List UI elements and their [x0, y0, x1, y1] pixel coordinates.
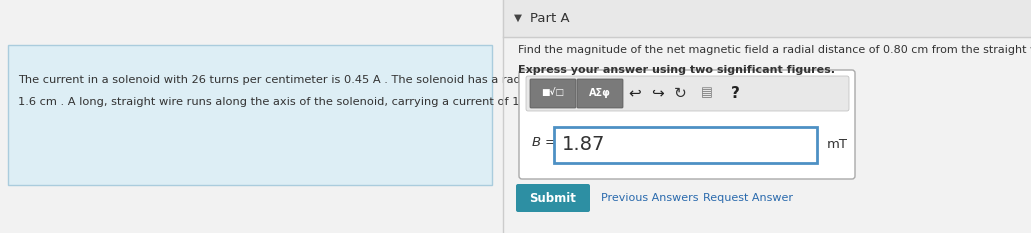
FancyBboxPatch shape: [577, 79, 623, 108]
Text: mT: mT: [827, 137, 849, 151]
FancyBboxPatch shape: [530, 79, 576, 108]
Text: ↪: ↪: [651, 86, 663, 100]
Text: Find the magnitude of the net magnetic field a radial distance of 0.80 cm from t: Find the magnitude of the net magnetic f…: [518, 45, 1031, 55]
Text: Part A: Part A: [530, 11, 569, 24]
Bar: [8, 45, 492, 185]
Text: Submit: Submit: [530, 192, 576, 205]
Text: $B$ =: $B$ =: [531, 136, 556, 148]
Text: ▼: ▼: [514, 13, 522, 23]
Text: Express your answer using two significant figures.: Express your answer using two significan…: [518, 65, 835, 75]
Text: ΑΣφ: ΑΣφ: [589, 88, 611, 98]
Text: The current in a solenoid with 26 turns per centimeter is 0.45 A . The solenoid : The current in a solenoid with 26 turns …: [18, 75, 552, 85]
FancyBboxPatch shape: [516, 184, 590, 212]
Text: ▤: ▤: [701, 86, 712, 99]
Text: ↩: ↩: [629, 86, 641, 100]
Text: ■√□: ■√□: [541, 89, 565, 97]
Bar: [503, 0, 1031, 37]
Text: Request Answer: Request Answer: [703, 193, 793, 203]
Text: 1.6 cm . A long, straight wire runs along the axis of the solenoid, carrying a c: 1.6 cm . A long, straight wire runs alon…: [18, 97, 545, 107]
FancyBboxPatch shape: [519, 70, 855, 179]
Text: Previous Answers: Previous Answers: [601, 193, 698, 203]
Text: ?: ?: [731, 86, 739, 100]
Text: 1.87: 1.87: [562, 134, 605, 154]
Bar: [526, 77, 849, 110]
Text: ↻: ↻: [673, 86, 687, 100]
FancyBboxPatch shape: [526, 76, 849, 111]
Bar: [554, 127, 817, 163]
